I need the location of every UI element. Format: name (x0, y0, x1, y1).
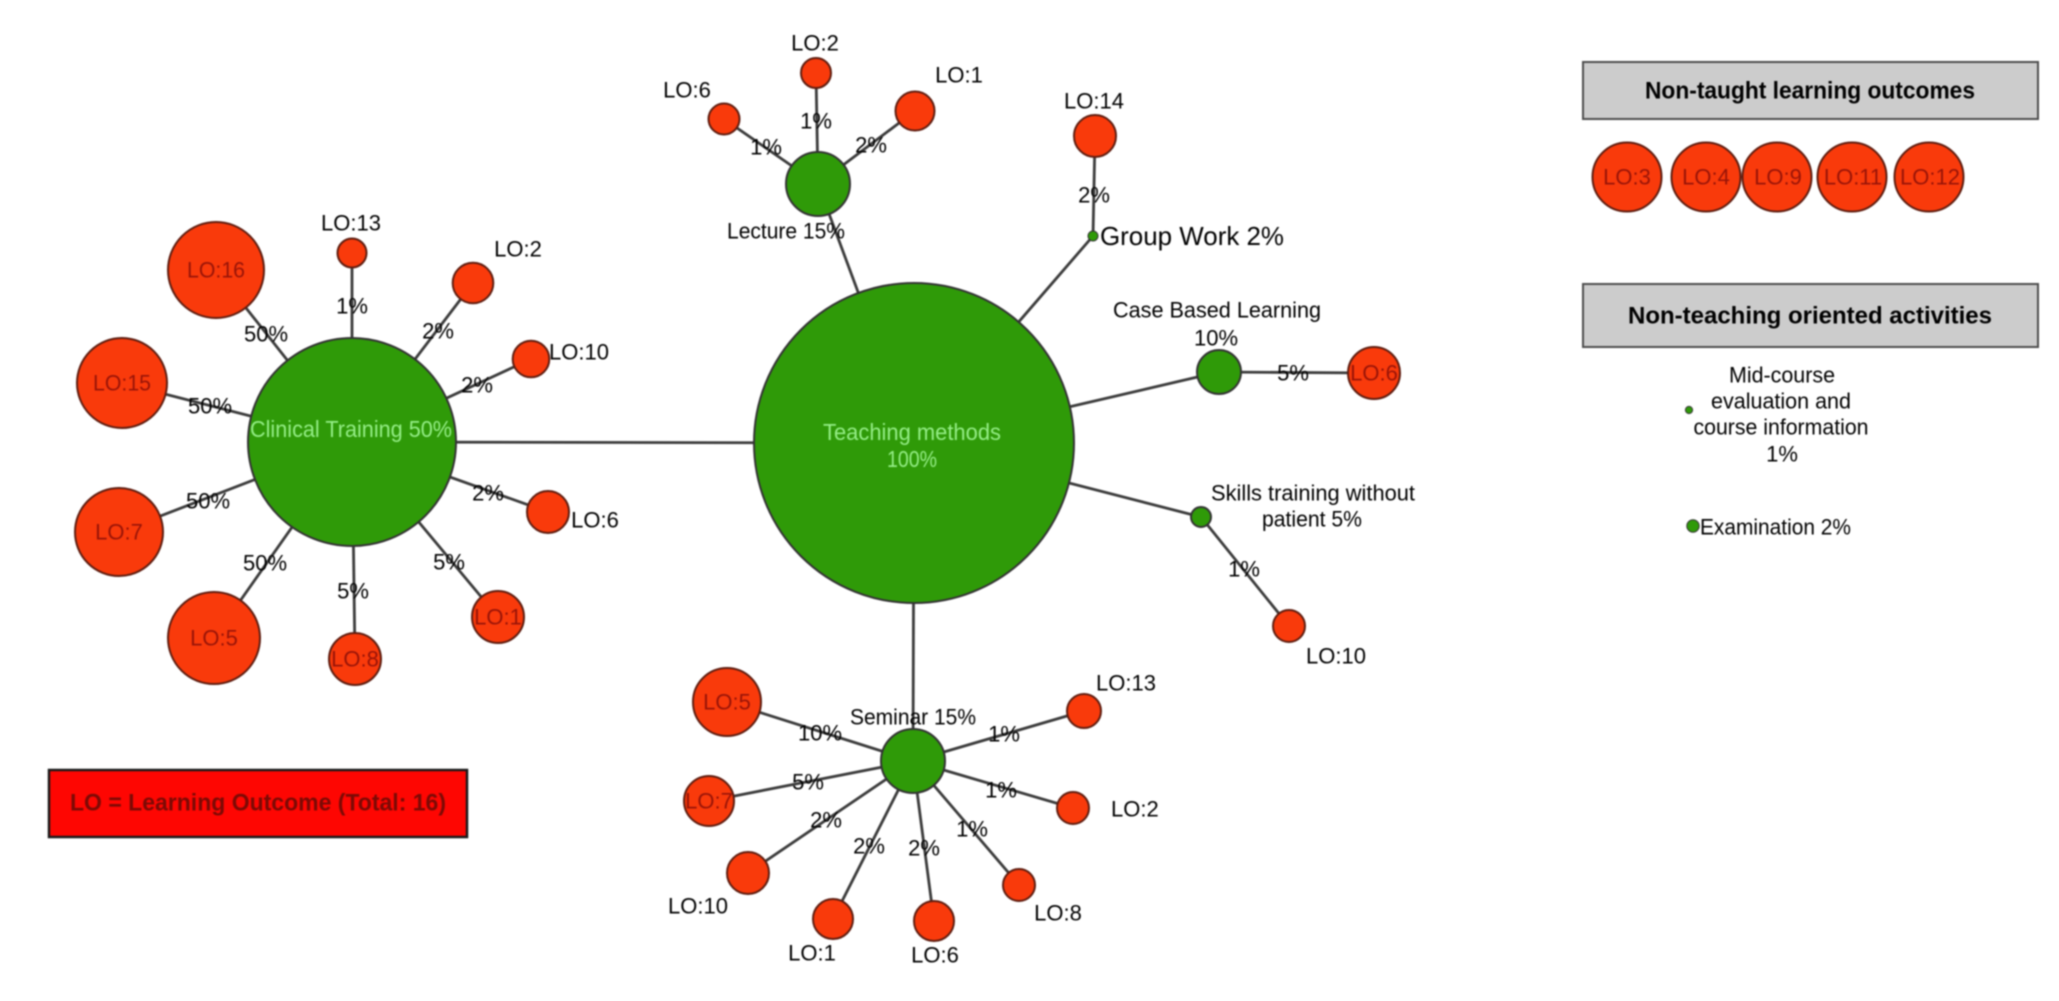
svg-text:2%: 2% (461, 373, 493, 398)
svg-text:LO:1: LO:1 (935, 63, 983, 88)
svg-text:patient 5%: patient 5% (1262, 507, 1362, 532)
svg-text:Examination 2%: Examination 2% (1700, 515, 1851, 540)
svg-text:Lecture 15%: Lecture 15% (727, 219, 845, 244)
svg-text:Case Based Learning: Case Based Learning (1113, 298, 1321, 323)
svg-text:LO:5: LO:5 (190, 626, 238, 651)
svg-text:LO:8: LO:8 (331, 647, 379, 672)
svg-text:LO:10: LO:10 (549, 340, 609, 365)
svg-text:2%: 2% (908, 836, 940, 861)
svg-text:LO:6: LO:6 (571, 508, 619, 533)
svg-text:LO:13: LO:13 (1096, 671, 1156, 696)
svg-text:LO:1: LO:1 (474, 605, 522, 630)
svg-text:5%: 5% (1277, 361, 1309, 386)
svg-text:LO:8: LO:8 (1034, 901, 1082, 926)
svg-text:Seminar 15%: Seminar 15% (850, 705, 976, 730)
svg-text:LO:15: LO:15 (93, 371, 151, 396)
svg-text:2%: 2% (1078, 183, 1110, 208)
svg-text:50%: 50% (244, 322, 288, 347)
svg-text:LO:2: LO:2 (791, 31, 839, 56)
svg-text:5%: 5% (337, 579, 369, 604)
svg-text:2%: 2% (853, 834, 885, 859)
svg-text:Teaching methods: Teaching methods (823, 419, 1001, 445)
svg-text:1%: 1% (956, 817, 988, 842)
svg-text:LO:1: LO:1 (788, 941, 836, 966)
svg-text:LO:6: LO:6 (663, 78, 711, 103)
svg-text:Skills training without: Skills training without (1211, 481, 1415, 506)
svg-text:LO:3: LO:3 (1603, 165, 1651, 190)
svg-text:1%: 1% (336, 294, 368, 319)
svg-text:5%: 5% (433, 550, 465, 575)
svg-text:2%: 2% (422, 319, 454, 344)
svg-text:LO:14: LO:14 (1064, 89, 1124, 114)
svg-text:Group Work 2%: Group Work 2% (1100, 221, 1284, 251)
svg-text:evaluation and: evaluation and (1711, 389, 1851, 414)
svg-text:LO:7: LO:7 (95, 520, 143, 545)
svg-text:1%: 1% (750, 135, 782, 160)
svg-text:Non-teaching oriented activiti: Non-teaching oriented activities (1628, 303, 1992, 330)
svg-text:10%: 10% (1194, 326, 1238, 351)
svg-text:Non-taught learning outcomes: Non-taught learning outcomes (1645, 78, 1975, 105)
svg-text:1%: 1% (988, 722, 1020, 747)
svg-text:2%: 2% (855, 133, 887, 158)
svg-text:LO:6: LO:6 (911, 943, 959, 968)
svg-text:2%: 2% (472, 481, 504, 506)
svg-text:LO:9: LO:9 (1754, 165, 1802, 190)
svg-text:5%: 5% (792, 770, 824, 795)
svg-text:LO:5: LO:5 (703, 690, 751, 715)
svg-text:LO:10: LO:10 (1306, 644, 1366, 669)
svg-text:Clinical Training 50%: Clinical Training 50% (250, 416, 452, 442)
svg-text:LO:4: LO:4 (1682, 165, 1730, 190)
svg-text:LO:2: LO:2 (494, 237, 542, 262)
svg-text:1%: 1% (1766, 442, 1798, 467)
svg-text:LO:6: LO:6 (1350, 361, 1398, 386)
svg-text:LO = Learning Outcome (Total:: LO = Learning Outcome (Total: 16) (70, 790, 446, 817)
svg-text:LO:2: LO:2 (1111, 797, 1159, 822)
svg-text:LO:13: LO:13 (321, 211, 381, 236)
svg-text:50%: 50% (243, 551, 287, 576)
svg-text:LO:12: LO:12 (1900, 165, 1960, 190)
svg-text:Mid-course: Mid-course (1729, 363, 1835, 388)
svg-text:50%: 50% (186, 489, 230, 514)
svg-text:LO:11: LO:11 (1824, 165, 1882, 190)
svg-text:50%: 50% (188, 394, 232, 419)
svg-text:course information: course information (1694, 415, 1869, 440)
svg-text:1%: 1% (800, 109, 832, 134)
svg-text:1%: 1% (1228, 557, 1260, 582)
svg-text:LO:7: LO:7 (685, 789, 733, 814)
svg-text:LO:16: LO:16 (187, 258, 245, 283)
svg-text:100%: 100% (887, 446, 937, 472)
svg-text:1%: 1% (985, 778, 1017, 803)
svg-text:10%: 10% (798, 721, 842, 746)
svg-text:LO:10: LO:10 (668, 894, 728, 919)
svg-text:2%: 2% (810, 808, 842, 833)
